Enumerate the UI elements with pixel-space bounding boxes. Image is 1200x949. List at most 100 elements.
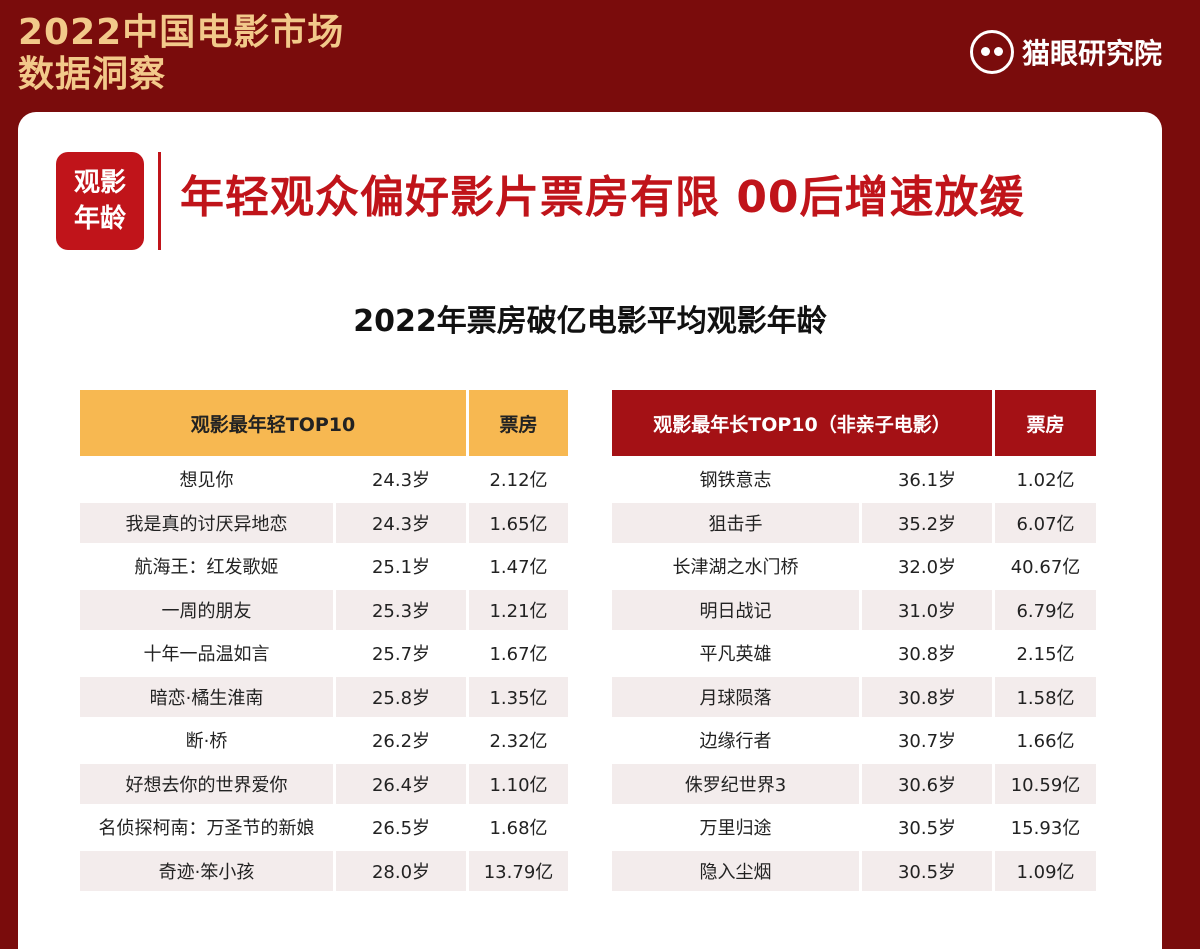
- movie-name: 钢铁意志: [699, 470, 772, 492]
- box-office: 1.09亿: [992, 850, 1096, 891]
- movie-name: 边缘行者: [699, 731, 772, 753]
- box-office: 1.02亿: [992, 459, 1096, 500]
- divider: [158, 152, 161, 250]
- brand: 猫眼研究院: [969, 30, 1162, 74]
- average-age: 30.8岁: [859, 676, 992, 717]
- average-age: 30.5岁: [859, 850, 992, 891]
- average-age: 24.3岁: [333, 502, 466, 543]
- table-row: 狙击手 35.2岁 6.07亿: [612, 502, 1096, 543]
- box-office: 1.35亿: [466, 676, 568, 717]
- average-age: 25.8岁: [333, 676, 466, 717]
- average-age: 35.2岁: [859, 502, 992, 543]
- box-office: 6.79亿: [992, 589, 1096, 630]
- movie-name: 侏罗纪世界3: [684, 774, 787, 796]
- movie-name: 我是真的讨厌异地恋: [125, 513, 288, 535]
- movie-name: 狙击手: [708, 513, 763, 535]
- table-row: 万里归途 30.5岁 15.93亿: [612, 807, 1096, 848]
- box-office: 1.10亿: [466, 763, 568, 804]
- old-table-header-title: 观影最年长TOP10（非亲子电影）: [653, 413, 951, 436]
- average-age: 24.3岁: [333, 459, 466, 500]
- table-subtitle: 2022年票房破亿电影平均观影年龄: [353, 304, 827, 339]
- box-office: 2.15亿: [992, 633, 1096, 674]
- average-age: 30.8岁: [859, 633, 992, 674]
- table-row: 我是真的讨厌异地恋 24.3岁 1.65亿: [80, 502, 568, 543]
- table-row: 隐入尘烟 30.5岁 1.09亿: [612, 850, 1096, 891]
- box-office: 2.12亿: [466, 459, 568, 500]
- movie-name: 长津湖之水门桥: [672, 557, 799, 579]
- box-office: 40.67亿: [992, 546, 1096, 587]
- young-table-header: 观影最年轻TOP10 票房: [80, 390, 568, 456]
- box-office: 1.47亿: [466, 546, 568, 587]
- movie-name: 奇迹·笨小孩: [158, 861, 255, 883]
- movie-name: 隐入尘烟: [699, 861, 772, 883]
- report-title-line2: 数据洞察: [18, 54, 167, 95]
- box-office: 13.79亿: [466, 850, 568, 891]
- table-row: 暗恋·橘生淮南 25.8岁 1.35亿: [80, 676, 568, 717]
- content-card: 观影 年龄 年轻观众偏好影片票房有限 00后增速放缓 2022年票房破亿电影平均…: [18, 112, 1162, 949]
- table-row: 长津湖之水门桥 32.0岁 40.67亿: [612, 546, 1096, 587]
- table-row: 边缘行者 30.7岁 1.66亿: [612, 720, 1096, 761]
- table-row: 侏罗纪世界3 30.6岁 10.59亿: [612, 763, 1096, 804]
- box-office: 1.67亿: [466, 633, 568, 674]
- young-audience-table: 观影最年轻TOP10 票房 想见你 24.3岁 2.12亿我是真的讨厌异地恋 24.3…: [80, 390, 568, 894]
- section-tag: 观影 年龄: [56, 152, 144, 250]
- table-row: 名侦探柯南：万圣节的新娘 26.5岁 1.68亿: [80, 807, 568, 848]
- average-age: 30.7岁: [859, 720, 992, 761]
- movie-name: 航海王：红发歌姬: [134, 557, 279, 579]
- brand-name: 猫眼研究院: [1021, 37, 1162, 70]
- average-age: 26.2岁: [333, 720, 466, 761]
- box-office: 10.59亿: [992, 763, 1096, 804]
- old-table-header: 观影最年长TOP10（非亲子电影） 票房: [612, 390, 1096, 456]
- movie-name: 断·桥: [185, 731, 228, 753]
- box-office: 15.93亿: [992, 807, 1096, 848]
- movie-name: 想见你: [179, 470, 234, 492]
- old-table-body: 钢铁意志 36.1岁 1.02亿狙击手 35.2岁 6.07亿长津湖之水门桥 32.0岁 4…: [612, 459, 1096, 891]
- average-age: 32.0岁: [859, 546, 992, 587]
- movie-name: 平凡英雄: [699, 644, 772, 666]
- table-row: 断·桥 26.2岁 2.32亿: [80, 720, 568, 761]
- movie-name: 月球陨落: [699, 687, 772, 709]
- section-tag-line1: 观影: [73, 168, 126, 198]
- movie-name: 好想去你的世界爱你: [125, 774, 288, 796]
- young-table-header-box: 票房: [466, 390, 568, 456]
- box-office: 1.65亿: [466, 502, 568, 543]
- old-table-header-box: 票房: [992, 390, 1096, 456]
- movie-name: 万里归途: [699, 818, 772, 840]
- old-audience-table: 观影最年长TOP10（非亲子电影） 票房 钢铁意志 36.1岁 1.02亿狙击手 35…: [612, 390, 1096, 894]
- table-row: 十年一品温如言 25.7岁 1.67亿: [80, 633, 568, 674]
- report-title-line1: 2022中国电影市场: [18, 12, 345, 53]
- average-age: 25.7岁: [333, 633, 466, 674]
- movie-name: 一周的朋友: [161, 600, 252, 622]
- movie-name: 暗恋·橘生淮南: [149, 687, 264, 709]
- box-office: 6.07亿: [992, 502, 1096, 543]
- report-title: 2022中国电影市场 数据洞察: [18, 12, 344, 96]
- average-age: 31.0岁: [859, 589, 992, 630]
- table-row: 钢铁意志 36.1岁 1.02亿: [612, 459, 1096, 500]
- table-row: 奇迹·笨小孩 28.0岁 13.79亿: [80, 850, 568, 891]
- box-office: 1.66亿: [992, 720, 1096, 761]
- average-age: 36.1岁: [859, 459, 992, 500]
- movie-name: 明日战记: [699, 600, 772, 622]
- average-age: 25.3岁: [333, 589, 466, 630]
- young-table-body: 想见你 24.3岁 2.12亿 我是真的讨厌异地恋 24.3岁 1.65亿 航海王：红发歌姬…: [80, 459, 568, 891]
- movie-name: 十年一品温如言: [143, 644, 270, 666]
- cat-eye-logo-icon: [969, 30, 1014, 74]
- table-row: 平凡英雄 30.8岁 2.15亿: [612, 633, 1096, 674]
- average-age: 30.5岁: [859, 807, 992, 848]
- table-row: 月球陨落 30.8岁 1.58亿: [612, 676, 1096, 717]
- average-age: 26.4岁: [333, 763, 466, 804]
- box-office: 1.58亿: [992, 676, 1096, 717]
- table-row: 航海王：红发歌姬 25.1岁 1.47亿: [80, 546, 568, 587]
- headline: 年轻观众偏好影片票房有限 00后增速放缓: [180, 172, 1025, 223]
- table-row: 想见你 24.3岁 2.12亿: [80, 459, 568, 500]
- average-age: 26.5岁: [333, 807, 466, 848]
- box-office: 1.21亿: [466, 589, 568, 630]
- average-age: 28.0岁: [333, 850, 466, 891]
- movie-name: 名侦探柯南：万圣节的新娘: [98, 818, 315, 840]
- section-tag-line2: 年龄: [73, 204, 126, 234]
- table-row: 明日战记 31.0岁 6.79亿: [612, 589, 1096, 630]
- average-age: 30.6岁: [859, 763, 992, 804]
- table-row: 一周的朋友 25.3岁 1.21亿: [80, 589, 568, 630]
- box-office: 1.68亿: [466, 807, 568, 848]
- table-row: 好想去你的世界爱你 26.4岁 1.10亿: [80, 763, 568, 804]
